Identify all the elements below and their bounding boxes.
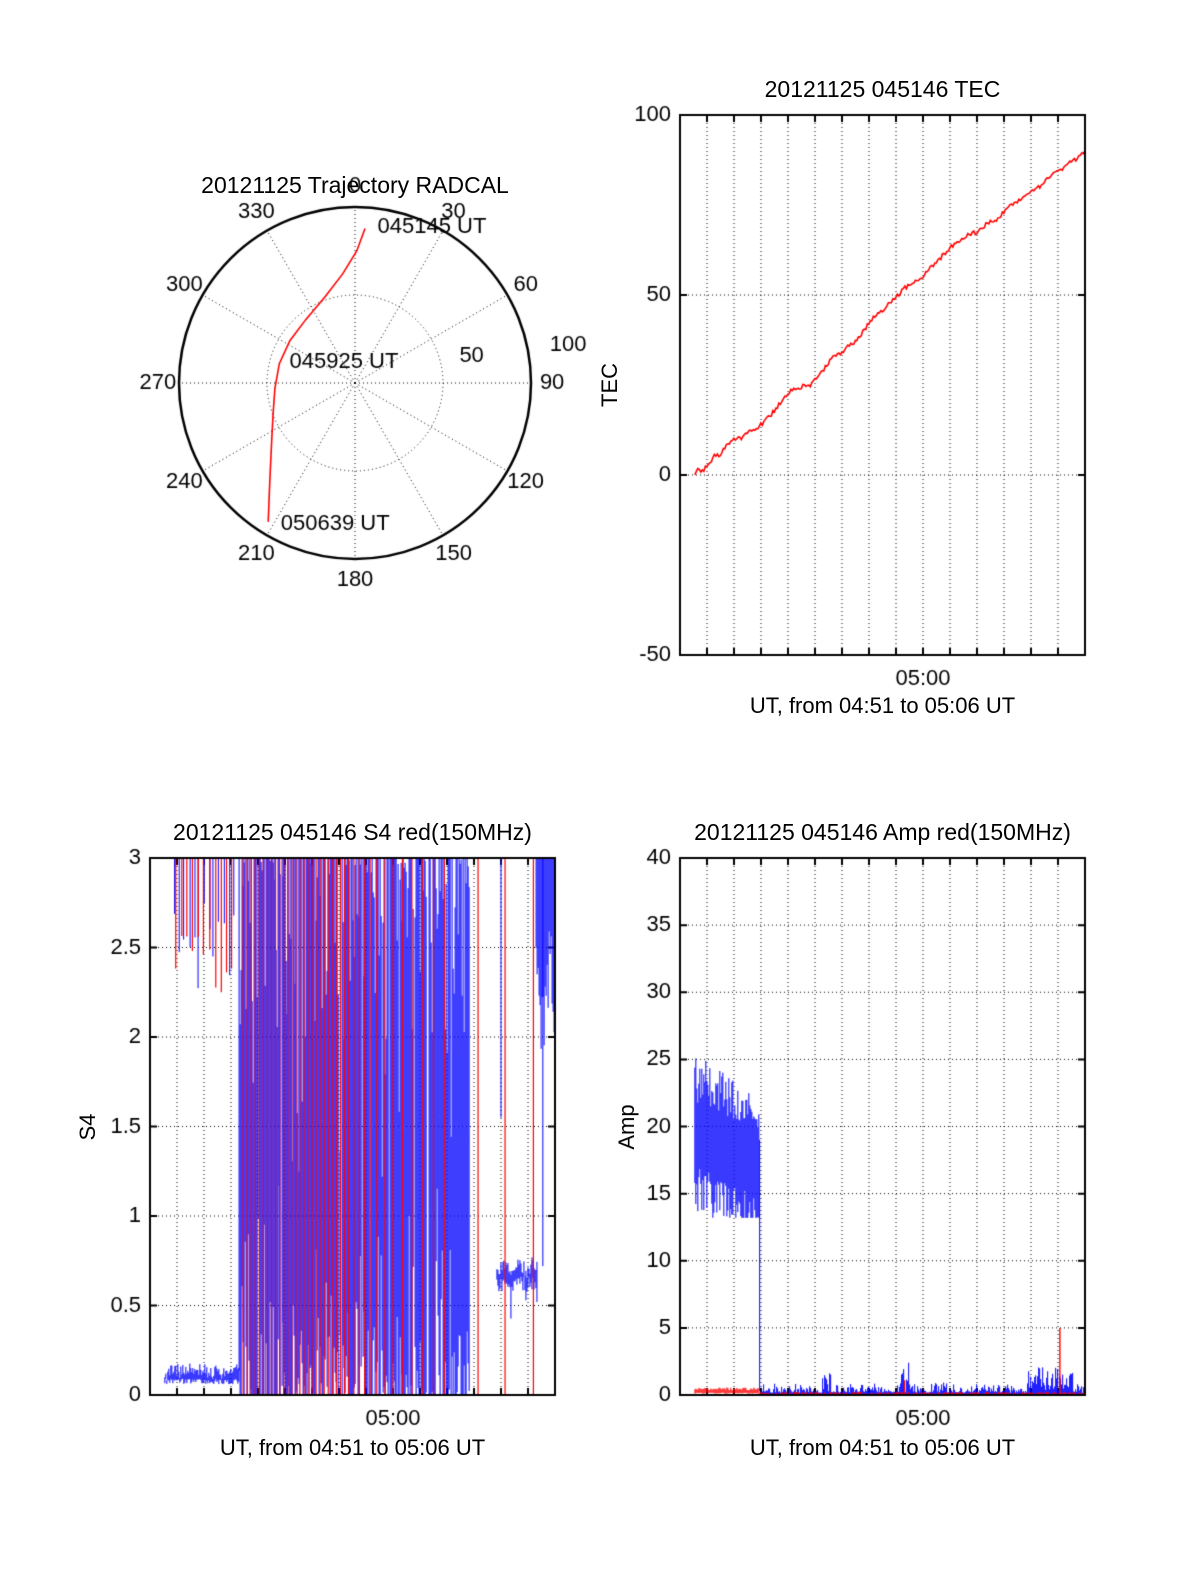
amp-y-axis-label: Amp <box>614 1104 639 1150</box>
s4-x-axis-label: UT, from 04:51 to 05:06 UT <box>219 1435 486 1460</box>
trajectory-polar-canvas <box>80 150 640 630</box>
s4-canvas <box>80 840 640 1460</box>
tec-y-axis-label: TEC <box>597 363 622 407</box>
s4-chart-title: 20121125 045146 S4 red(150MHz) <box>173 819 532 845</box>
amp-canvas <box>600 840 1160 1460</box>
s4-y-axis-label: S4 <box>75 1113 100 1141</box>
amp-chart-title: 20121125 045146 Amp red(150MHz) <box>694 819 1071 845</box>
tec-x-axis-label: UT, from 04:51 to 05:06 UT <box>749 693 1016 718</box>
trajectory-chart-title: 20121125 Trajectory RADCAL <box>201 172 509 198</box>
tec-chart-title: 20121125 045146 TEC <box>764 76 1001 102</box>
amp-x-axis-label: UT, from 04:51 to 05:06 UT <box>749 1435 1016 1460</box>
tec-canvas <box>600 100 1160 700</box>
